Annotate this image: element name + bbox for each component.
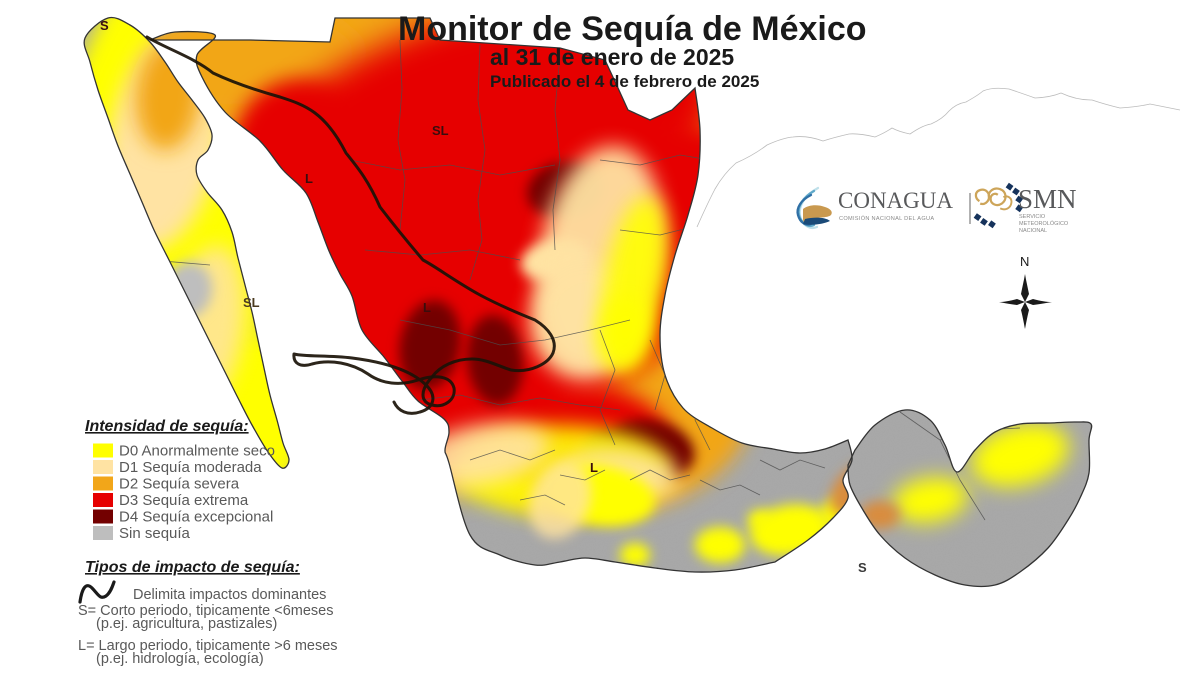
svg-text:SL: SL: [243, 295, 260, 310]
svg-text:D2 Sequía severa: D2 Sequía severa: [119, 476, 240, 493]
svg-text:Intensidad de sequía:: Intensidad de sequía:: [85, 418, 249, 435]
svg-text:D3 Sequía extrema: D3 Sequía extrema: [119, 492, 249, 509]
svg-text:N: N: [1020, 254, 1029, 269]
svg-text:Tipos de impacto de sequía:: Tipos de impacto de sequía:: [85, 559, 300, 576]
svg-text:S: S: [858, 560, 867, 575]
svg-text:METEOROLÓGICO: METEOROLÓGICO: [1019, 220, 1069, 227]
svg-text:L: L: [590, 460, 598, 475]
svg-text:SMN: SMN: [1018, 184, 1077, 214]
svg-text:Monitor de Sequía de México: Monitor de Sequía de México: [398, 10, 867, 48]
svg-text:NACIONAL: NACIONAL: [1019, 228, 1047, 234]
svg-text:SL: SL: [432, 123, 449, 138]
svg-text:D1 Sequía moderada: D1 Sequía moderada: [119, 459, 262, 476]
svg-text:L: L: [305, 171, 313, 186]
svg-text:D4 Sequía excepcional: D4 Sequía excepcional: [119, 509, 273, 526]
svg-text:Sin sequía: Sin sequía: [119, 525, 191, 542]
svg-text:SERVICIO: SERVICIO: [1019, 214, 1046, 220]
svg-text:Publicado el 4 de febrero de 2: Publicado el 4 de febrero de 2025: [490, 72, 759, 91]
svg-text:L: L: [423, 300, 431, 315]
svg-text:S: S: [100, 18, 109, 33]
svg-text:CONAGUA: CONAGUA: [838, 188, 953, 213]
svg-text:D0 Anormalmente seco: D0 Anormalmente seco: [119, 443, 275, 460]
svg-text:(p.ej. agricultura, pastizales: (p.ej. agricultura, pastizales): [96, 616, 277, 632]
svg-text:al 31 de enero de 2025: al 31 de enero de 2025: [490, 44, 734, 70]
svg-text:Delimita impactos dominantes: Delimita impactos dominantes: [133, 587, 326, 603]
svg-text:(p.ej. hidrología, ecología): (p.ej. hidrología, ecología): [96, 651, 264, 667]
svg-text:COMISIÓN NACIONAL DEL AGUA: COMISIÓN NACIONAL DEL AGUA: [839, 215, 934, 222]
